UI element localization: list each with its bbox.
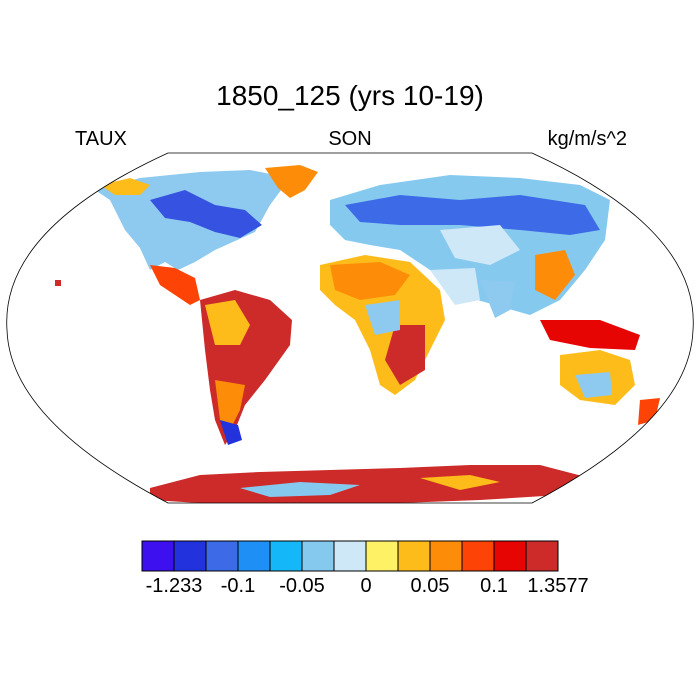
greenland: [265, 165, 318, 198]
east-asia-positive: [535, 250, 575, 300]
central-africa-negative: [365, 300, 400, 335]
colorbar-tick-label: -1.233: [145, 575, 203, 597]
arabia: [430, 268, 480, 305]
colorbar-tick-label: 0: [360, 575, 372, 597]
colorbar-swatch: [301, 540, 335, 572]
antarctica-blue-band: [240, 482, 360, 497]
colorbar-swatch: [493, 540, 527, 572]
sahara-positive: [330, 262, 410, 300]
siberia-negative: [345, 195, 600, 235]
hawaii: [55, 280, 61, 286]
colorbar: [141, 540, 559, 572]
colorbar-swatch: [397, 540, 431, 572]
season-label: SON: [328, 128, 372, 150]
patagonia-negative: [220, 420, 242, 445]
southeast-asia: [540, 320, 640, 350]
south-america-south: [215, 380, 245, 430]
colorbar-swatch: [269, 540, 303, 572]
globe-border: [6, 152, 694, 504]
colorbar-swatch: [333, 540, 367, 572]
south-america-north: [205, 300, 250, 345]
colorbar-swatch: [141, 540, 175, 572]
variable-label: TAUX: [75, 128, 127, 150]
colorbar-swatch: [429, 540, 463, 572]
colorbar-tick-label: -0.05: [279, 575, 325, 597]
colorbar-tick-label: 0.1: [480, 575, 508, 597]
units-label: kg/m/s^2: [547, 128, 627, 150]
land-field: [55, 165, 660, 503]
antarctica: [150, 465, 590, 503]
colorbar-swatch: [237, 540, 271, 572]
colorbar-swatch: [205, 540, 239, 572]
colorbar-swatch: [365, 540, 399, 572]
central-asia: [440, 225, 520, 265]
map-title: 1850_125 (yrs 10-19): [216, 80, 484, 111]
colorbar-swatch: [461, 540, 495, 572]
canada-negative-region: [150, 190, 262, 238]
australia-south: [575, 372, 612, 398]
colorbar-tick-label: 1.3577: [527, 575, 589, 597]
antarctica-orange-band: [420, 475, 500, 490]
colorbar-swatch: [173, 540, 207, 572]
india: [480, 280, 515, 318]
colorbar-tick-label: -0.1: [220, 575, 256, 597]
central-america: [150, 265, 200, 305]
colorbar-tick-label: 0.05: [410, 575, 450, 597]
east-africa-positive: [385, 325, 425, 385]
colorbar-swatch: [525, 540, 559, 572]
